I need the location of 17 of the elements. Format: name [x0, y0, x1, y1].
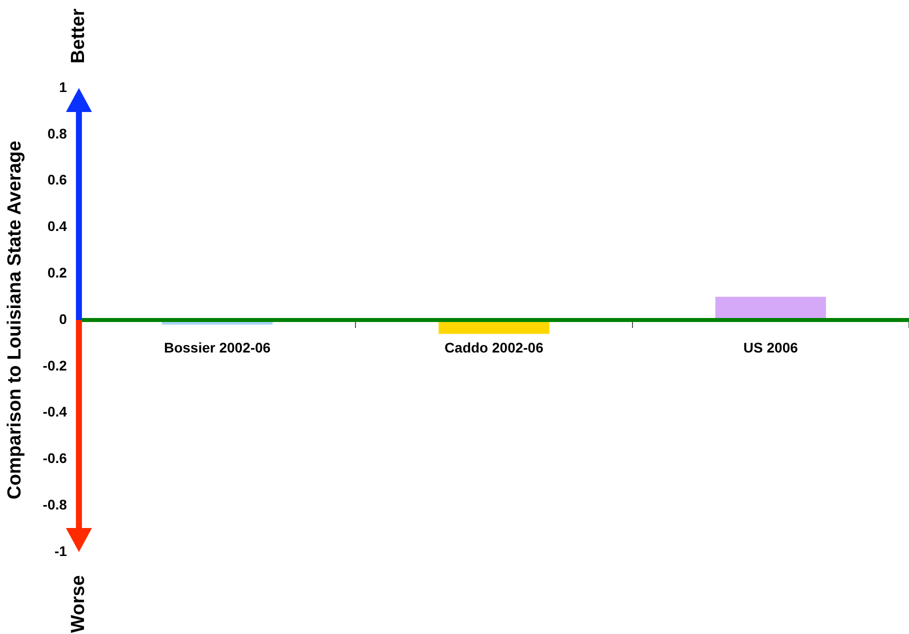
x-tick-label: Caddo 2002-06	[444, 339, 544, 356]
y-tick-label: 0	[59, 310, 68, 327]
text: Better	[66, 8, 90, 66]
y-tick-label: -0.2	[42, 357, 68, 374]
y-axis-title: Comparison to Louisiana State Average	[4, 140, 26, 500]
y-tick-label: 0.4	[47, 218, 68, 234]
y-tick-label: -0.6	[42, 450, 68, 466]
x-tick-label: Bossier 2002-06	[164, 339, 271, 356]
y-tick-label: -0.4	[42, 404, 68, 420]
y-tick-label: -0.8	[42, 496, 68, 512]
text: Worse	[66, 574, 90, 634]
y-tick-label: 1	[59, 78, 68, 95]
y-tick-label: 0.8	[47, 125, 68, 142]
y-tick-label: 0.2	[47, 264, 68, 280]
x-tick-label: US 2006	[743, 339, 798, 356]
y-tick-label: 0.6	[47, 172, 68, 188]
y-tick-label: -1	[54, 542, 68, 559]
